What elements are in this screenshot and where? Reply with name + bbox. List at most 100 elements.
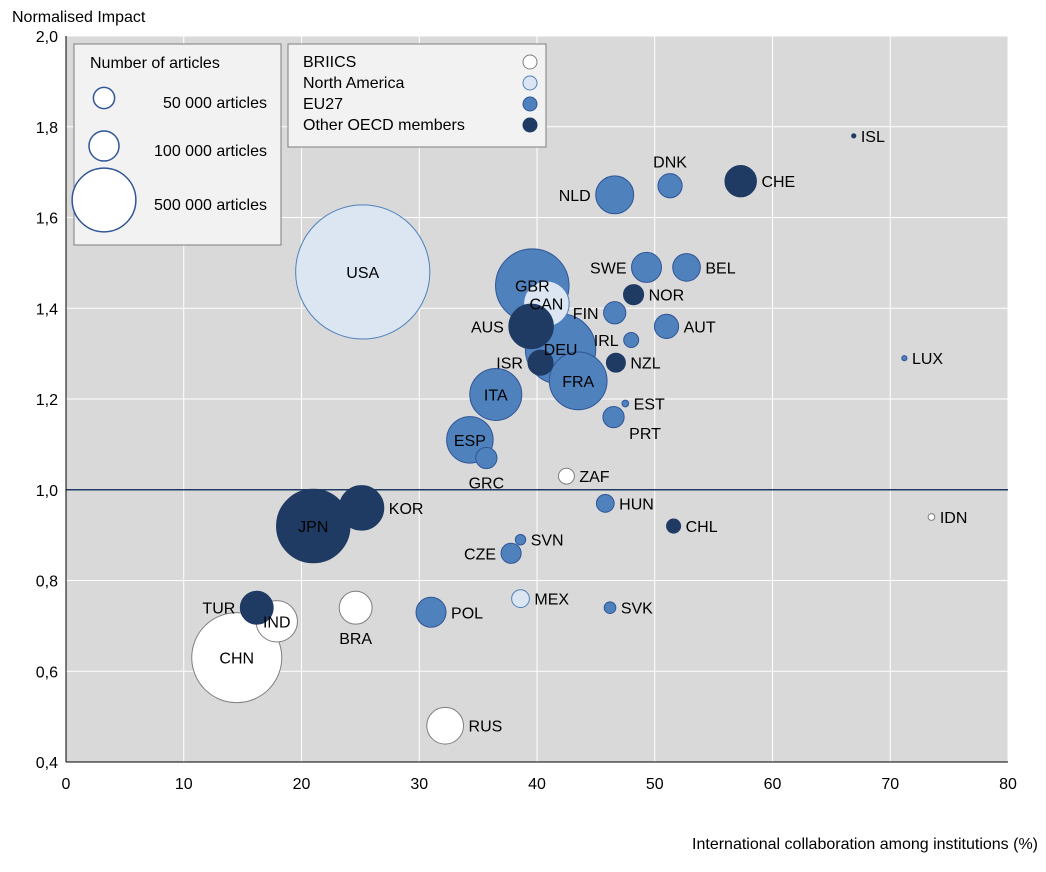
bubble-label-prt: PRT xyxy=(629,426,661,443)
y-tick-label: 0,4 xyxy=(36,755,58,772)
bubble-label-svn: SVN xyxy=(531,533,564,550)
x-tick-label: 20 xyxy=(293,776,311,793)
bubble-label-che: CHE xyxy=(761,174,795,191)
y-tick-label: 1,6 xyxy=(36,211,58,228)
y-tick-label: 1,2 xyxy=(36,392,58,409)
y-axis-title: Normalised Impact xyxy=(12,9,146,26)
bubble-pol xyxy=(415,596,447,628)
bubble-fra xyxy=(548,351,608,411)
bubble-label-ind: IND xyxy=(263,614,291,631)
bubble-fin xyxy=(603,301,627,325)
bubble-che xyxy=(724,164,757,198)
bubble-label-kor: KOR xyxy=(389,501,424,518)
x-tick-label: 0 xyxy=(62,776,71,793)
bubble-label-jpn: JPN xyxy=(298,519,328,536)
size-legend-label: 100 000 articles xyxy=(154,143,267,160)
group-legend-marker xyxy=(522,96,538,112)
group-legend-label: Other OECD members xyxy=(303,117,465,134)
x-tick-label: 70 xyxy=(881,776,899,793)
bubble-label-tur: TUR xyxy=(202,601,235,618)
size-legend: Number of articles 50 000 articles 100 00… xyxy=(71,43,282,246)
group-legend: BRIICS North America EU27 Other OECD member… xyxy=(287,43,547,148)
bubble-lux xyxy=(901,355,908,362)
bubble-mex xyxy=(511,589,530,609)
bubble-aus xyxy=(508,303,554,350)
bubble-label-chl: CHL xyxy=(686,519,718,536)
bubble-nzl xyxy=(605,352,626,373)
x-tick-label: 30 xyxy=(410,776,428,793)
bubble-label-svk: SVK xyxy=(621,601,653,618)
bubbles xyxy=(191,133,936,745)
bubble-svk xyxy=(603,601,617,615)
bubble-rus xyxy=(426,706,465,745)
bubble-isr xyxy=(527,349,554,376)
bubble-label-fin: FIN xyxy=(573,306,599,323)
bubble-grc xyxy=(475,446,498,470)
bubble-label-isl: ISL xyxy=(861,129,885,146)
bubble-ita xyxy=(469,367,523,421)
group-legend-marker xyxy=(522,75,538,91)
axes: 0,4 0,6 0,8 1,0 1,2 1,4 1,6 1,8 2,0 0 10 20 30 40 50 60… xyxy=(36,29,1017,793)
bubble-label-pol: POL xyxy=(451,605,483,622)
bubble-label-aut: AUT xyxy=(684,319,716,336)
bubble-label-esp: ESP xyxy=(454,433,486,450)
group-legend-label: EU27 xyxy=(303,96,343,113)
x-tick-label: 10 xyxy=(175,776,193,793)
bubble-label-nor: NOR xyxy=(649,288,685,305)
bubble-hun xyxy=(595,493,615,513)
bubble-isl xyxy=(851,133,857,139)
bubble-cze xyxy=(500,542,522,564)
group-legend-label: BRIICS xyxy=(303,54,356,71)
bubble-nld xyxy=(595,175,635,215)
size-legend-circle xyxy=(71,167,137,233)
bubble-chl xyxy=(666,518,682,534)
y-tick-label: 0,8 xyxy=(36,574,58,591)
bubble-label-zaf: ZAF xyxy=(579,469,609,486)
y-tick-label: 1,0 xyxy=(36,483,58,500)
bubble-svn xyxy=(514,533,527,546)
size-legend-label: 500 000 articles xyxy=(154,197,267,214)
bubble-aut xyxy=(653,313,680,339)
x-tick-label: 60 xyxy=(764,776,782,793)
x-tick-label: 80 xyxy=(999,776,1017,793)
bubble-label-est: EST xyxy=(634,397,665,414)
bubble-label-fra: FRA xyxy=(562,374,594,391)
bubble-usa xyxy=(295,204,431,340)
x-axis-title: International collaboration among instit… xyxy=(692,836,1038,853)
bubble-label-rus: RUS xyxy=(469,719,503,736)
bubble-label-ita: ITA xyxy=(484,387,508,404)
bubble-label-deu: DEU xyxy=(544,342,578,359)
y-tick-label: 1,8 xyxy=(36,120,58,137)
bubble-label-dnk: DNK xyxy=(653,155,687,172)
bubble-label-lux: LUX xyxy=(912,351,943,368)
bubble-tur xyxy=(239,590,274,625)
bubble-label-grc: GRC xyxy=(469,476,505,493)
bubble-label-gbr: GBR xyxy=(515,279,550,296)
bubble-est xyxy=(621,399,630,408)
bubble-label-mex: MEX xyxy=(534,592,569,609)
bubble-label-can: CAN xyxy=(530,297,564,314)
bubble-label-hun: HUN xyxy=(619,496,654,513)
group-legend-label: North America xyxy=(303,75,404,92)
bubble-prt xyxy=(602,406,625,429)
bubble-idn xyxy=(927,513,936,521)
bubble-label-idn: IDN xyxy=(940,510,968,527)
bubble-label-cze: CZE xyxy=(464,546,496,563)
bubble-label-bra: BRA xyxy=(339,631,372,648)
bubble-bra xyxy=(338,590,373,625)
bubble-kor xyxy=(338,485,385,531)
bubble-dnk xyxy=(657,173,683,199)
bubble-label-usa: USA xyxy=(346,265,379,282)
bubble-swe xyxy=(631,251,663,283)
y-tick-label: 0,6 xyxy=(36,664,58,681)
bubble-bel xyxy=(672,253,701,282)
bubble-label-aus: AUS xyxy=(471,319,504,336)
bubble-label-irl: IRL xyxy=(594,333,619,350)
x-tick-label: 40 xyxy=(528,776,546,793)
bubble-label-swe: SWE xyxy=(590,260,626,277)
bubble-chn xyxy=(191,612,283,704)
y-tick-label: 1,4 xyxy=(36,301,58,318)
size-legend-label: 50 000 articles xyxy=(163,95,267,112)
x-tick-label: 50 xyxy=(646,776,664,793)
